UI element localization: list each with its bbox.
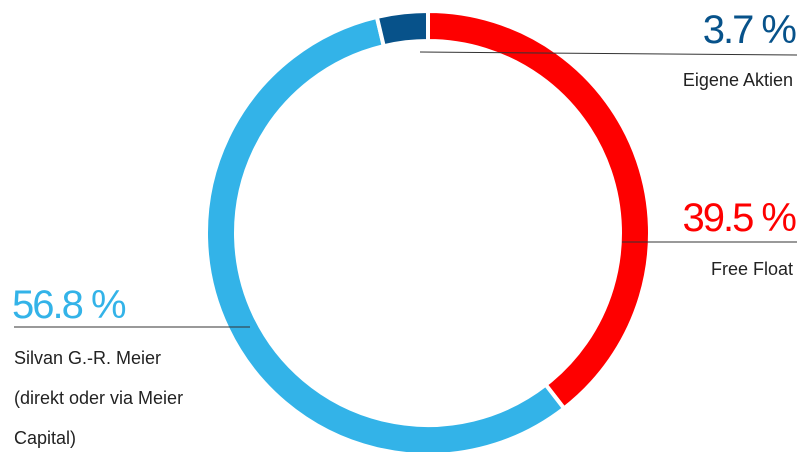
value-label: 39.5 % bbox=[682, 196, 797, 240]
value-label: 3.7 % bbox=[702, 8, 797, 52]
category-label: Eigene Aktien bbox=[682, 70, 793, 90]
leader-line bbox=[419, 51, 798, 56]
value-label: 56.8 % bbox=[12, 283, 127, 327]
category-label: Silvan G.-R. Meier (direkt oder via Meie… bbox=[14, 348, 184, 448]
donut-segment bbox=[374, 8, 430, 49]
donut-segment bbox=[426, 8, 652, 412]
donut-segment bbox=[203, 14, 567, 452]
category-label: Free Float bbox=[710, 259, 793, 279]
